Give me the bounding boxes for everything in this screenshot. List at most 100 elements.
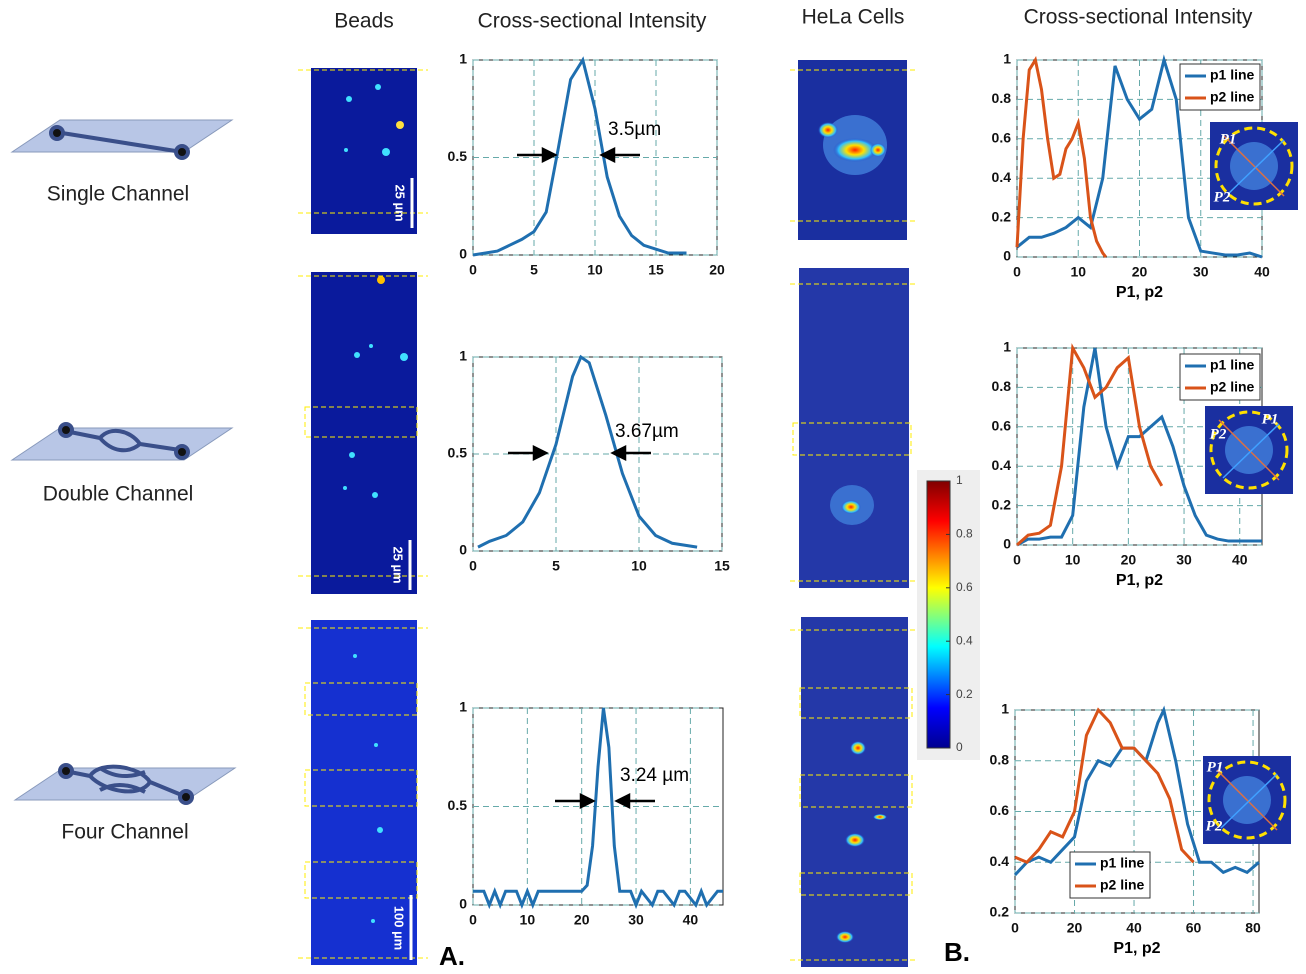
annotation: 3.67µm — [615, 421, 679, 442]
inset-label: P1 — [1262, 411, 1279, 427]
x-axis-label: P1, p2 — [1116, 284, 1163, 301]
x-tick-label: 30 — [1176, 552, 1192, 568]
y-tick-label: 0.5 — [448, 797, 468, 813]
data-line — [1015, 56, 1107, 258]
legend-label: p2 line — [1210, 89, 1255, 105]
header: Beads — [334, 10, 394, 33]
x-axis-label: P1, p2 — [1116, 572, 1163, 589]
inset-line — [1216, 769, 1278, 831]
data-line — [477, 354, 698, 549]
inset-outline — [1207, 760, 1287, 840]
channel-label: Single Channel — [47, 183, 189, 206]
x-tick-label: 10 — [520, 912, 536, 928]
x-tick-label: 40 — [1126, 920, 1142, 936]
inset-outline — [1209, 410, 1289, 490]
header: HeLa Cells — [802, 6, 905, 29]
colorbar-tick-label: 1 — [956, 473, 963, 487]
arrow — [555, 792, 655, 810]
panel-label: A. — [439, 941, 465, 969]
x-tick-label: 5 — [530, 262, 538, 278]
y-tick-label: 1 — [1003, 339, 1011, 355]
legend-label: p1 line — [1100, 855, 1145, 871]
inset-line — [1218, 419, 1280, 481]
legend-label: p1 line — [1210, 357, 1255, 373]
colorbar-tick-label: 0.4 — [956, 633, 973, 647]
data-line — [473, 707, 723, 910]
x-tick-label: 5 — [552, 558, 560, 574]
y-tick-label: 0.6 — [992, 418, 1012, 434]
y-tick-label: 1 — [1001, 701, 1009, 717]
channel-label: Double Channel — [43, 483, 194, 506]
inset-label: P2 — [1214, 189, 1231, 205]
y-tick-label: 0.4 — [992, 169, 1012, 185]
data-line — [1016, 347, 1262, 547]
x-tick-label: 15 — [648, 262, 664, 278]
x-tick-label: 30 — [1193, 264, 1209, 280]
annotation: 3.24 µm — [620, 765, 689, 786]
legend-label: p2 line — [1210, 379, 1255, 395]
y-tick-label: 1 — [1003, 51, 1011, 67]
y-tick-label: 0.8 — [992, 378, 1012, 394]
x-tick-label: 10 — [587, 262, 603, 278]
legend-label: p1 line — [1210, 67, 1255, 83]
x-tick-label: 20 — [1121, 552, 1137, 568]
inset-line — [1227, 139, 1285, 195]
y-tick-label: 0 — [459, 246, 467, 262]
inset-label: P2 — [1206, 818, 1223, 834]
x-tick-label: 20 — [1132, 264, 1148, 280]
header: Cross-sectional Intensity — [478, 10, 707, 33]
data-line — [472, 56, 687, 257]
y-tick-label: 0.8 — [992, 90, 1012, 106]
y-tick-label: 0.2 — [990, 904, 1010, 920]
arrow — [517, 146, 640, 164]
data-line — [1014, 707, 1195, 865]
inset-line — [1223, 135, 1285, 197]
channel-diagram — [10, 119, 237, 801]
x-tick-label: 40 — [1232, 552, 1248, 568]
colorbar-tick-label: 0.8 — [956, 527, 973, 541]
y-tick-label: 0.6 — [992, 130, 1012, 146]
y-tick-label: 0.2 — [992, 208, 1012, 224]
channel-label: Four Channel — [61, 821, 188, 844]
x-tick-label: 60 — [1186, 920, 1202, 936]
inset-line — [1222, 423, 1280, 479]
y-tick-label: 0.5 — [448, 445, 468, 461]
panel-label: B. — [944, 937, 970, 967]
x-tick-label: 10 — [1065, 552, 1081, 568]
x-tick-label: 20 — [574, 912, 590, 928]
y-tick-label: 0 — [459, 542, 467, 558]
scale-bar-label: 25 µm — [391, 546, 406, 583]
y-tick-label: 0.8 — [990, 751, 1010, 767]
colorbar-tick-label: 0 — [956, 740, 963, 754]
x-tick-label: 0 — [469, 912, 477, 928]
legend-box — [1179, 353, 1261, 401]
inset-label: P1 — [1220, 131, 1237, 147]
x-tick-label: 30 — [628, 912, 644, 928]
x-axis-label: P1, p2 — [1113, 940, 1160, 957]
x-tick-label: 0 — [469, 262, 477, 278]
x-tick-label: 20 — [709, 262, 725, 278]
y-tick-label: 0 — [1003, 536, 1011, 552]
y-tick-label: 1 — [459, 51, 467, 67]
colorbar-tick-label: 0.2 — [956, 687, 973, 701]
arrow — [508, 444, 651, 462]
colorbar — [926, 480, 951, 749]
y-tick-label: 0 — [1003, 248, 1011, 264]
inset-label: P1 — [1207, 759, 1224, 775]
legend-box — [1069, 851, 1151, 899]
y-tick-label: 1 — [459, 699, 467, 715]
legend-label: p2 line — [1100, 877, 1145, 893]
inset-line — [1220, 773, 1278, 829]
x-tick-label: 0 — [1013, 264, 1021, 280]
header: Cross-sectional Intensity — [1024, 6, 1253, 29]
y-tick-label: 1 — [459, 348, 467, 364]
cells-image — [790, 60, 915, 967]
x-tick-label: 40 — [683, 912, 699, 928]
inset-outline — [1214, 126, 1294, 206]
channel-lines — [49, 125, 194, 805]
x-tick-label: 80 — [1245, 920, 1261, 936]
x-tick-label: 20 — [1067, 920, 1083, 936]
data-line — [1016, 54, 1263, 259]
scale-bar-label: 100 µm — [392, 906, 407, 950]
beads-image: 25 µm 25 µm 100 µm — [298, 68, 428, 965]
